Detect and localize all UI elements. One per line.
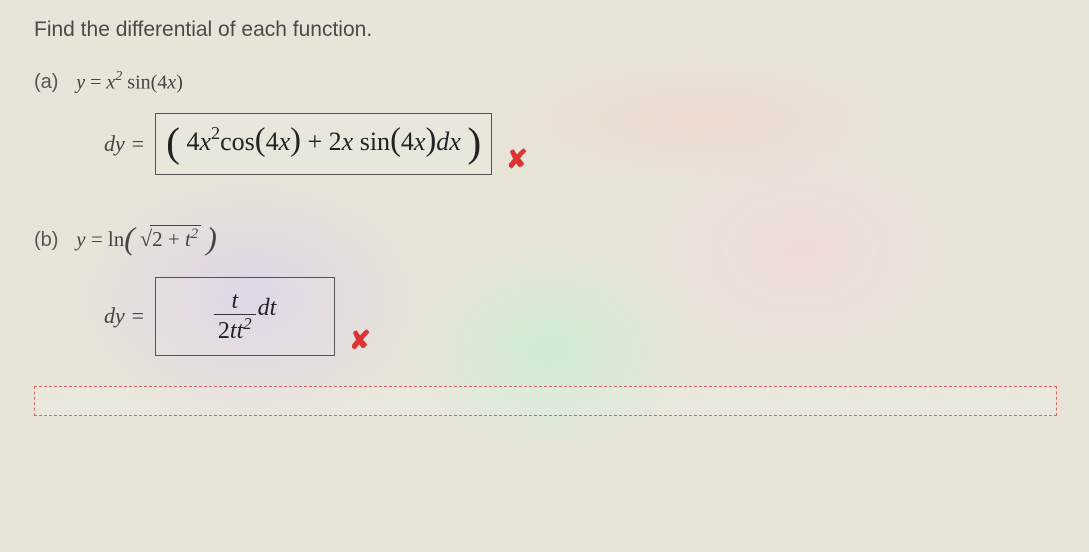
prompt-text: Find the differential of each function. — [34, 18, 1055, 42]
part-b-function-line: (b) y = ln( √ 2 + t2 ) — [34, 223, 1055, 259]
close-paren: ) — [176, 72, 183, 94]
ans-x2: x — [342, 127, 354, 156]
cos-label: cos — [220, 127, 255, 156]
sqrt-body: 2 + t2 — [150, 225, 201, 252]
ans-exp1: 2 — [211, 123, 220, 143]
open-b: ( — [124, 221, 135, 257]
den-2: 2 — [218, 318, 230, 344]
argxb: x — [414, 127, 426, 156]
ans-x: x — [199, 127, 211, 156]
part-b-function: y = ln( √ 2 + t2 ) — [76, 223, 217, 259]
feedback-strip — [34, 386, 1057, 416]
sqrt-expr: √ 2 + t2 — [140, 225, 201, 252]
incorrect-icon-b: ✘ — [349, 325, 371, 356]
ln-label: ln — [108, 226, 124, 250]
incorrect-icon: ✘ — [506, 144, 528, 175]
fraction: t 2tt2 — [214, 288, 256, 345]
dx: dx — [436, 127, 461, 156]
part-b-label: (b) — [34, 229, 58, 252]
var-x2: x — [167, 72, 176, 94]
dy-equals-b: dy = — [104, 303, 145, 329]
exp-t2: 2 — [191, 226, 198, 242]
var-t: t — [185, 227, 191, 251]
arg4b: 4 — [401, 127, 414, 156]
var-y: y — [76, 72, 85, 94]
question-page: Find the differential of each function. … — [0, 0, 1089, 434]
open3: ( — [390, 122, 401, 159]
part-b-answer: t 2tt2 dt — [214, 288, 276, 345]
dy-equals-a: dy = — [104, 131, 145, 157]
arg4a: 4 — [266, 127, 279, 156]
ans-2: 2 — [329, 127, 342, 156]
sin-4: sin(4 — [122, 72, 167, 94]
exp-2: 2 — [115, 69, 122, 84]
part-a-answer-box[interactable]: ( 4x2cos(4x) + 2x sin(4x)dx ) — [155, 113, 492, 175]
part-a: (a) y = x2 sin(4x) dy = ( 4x2cos(4x) + 2… — [34, 70, 1055, 175]
close2: ) — [290, 122, 301, 159]
den-exp: 2 — [243, 314, 251, 333]
part-a-function-line: (a) y = x2 sin(4x) — [34, 70, 1055, 95]
open-paren: ( — [166, 118, 180, 166]
close-paren-big: ) — [467, 118, 481, 166]
sin-label: sin — [353, 127, 390, 156]
argxa: x — [279, 127, 291, 156]
part-b-answer-box[interactable]: t 2tt2 dt — [155, 277, 335, 356]
denominator: 2tt2 — [214, 315, 256, 344]
part-b-answer-row: dy = t 2tt2 dt ✘ — [104, 277, 1055, 356]
dt: dt — [258, 295, 277, 322]
close-b: ) — [206, 221, 217, 257]
open2: ( — [255, 122, 266, 159]
two-plus: 2 + — [152, 227, 185, 251]
numerator: t — [227, 288, 242, 314]
part-a-answer: ( 4x2cos(4x) + 2x sin(4x)dx ) — [166, 120, 481, 168]
close3: ) — [425, 122, 436, 159]
part-b: (b) y = ln( √ 2 + t2 ) dy = t — [34, 223, 1055, 356]
var-y-b: y — [76, 226, 85, 250]
var-x: x — [106, 72, 115, 94]
part-a-label: (a) — [34, 71, 58, 94]
part-a-answer-row: dy = ( 4x2cos(4x) + 2x sin(4x)dx ) ✘ — [104, 113, 1055, 175]
radical-icon: √ — [140, 226, 152, 252]
ans-4: 4 — [186, 127, 199, 156]
plus: + — [308, 127, 329, 156]
eq-b: = — [86, 226, 108, 250]
den-tt: tt — [230, 318, 243, 344]
part-a-function: y = x2 sin(4x) — [76, 70, 183, 95]
